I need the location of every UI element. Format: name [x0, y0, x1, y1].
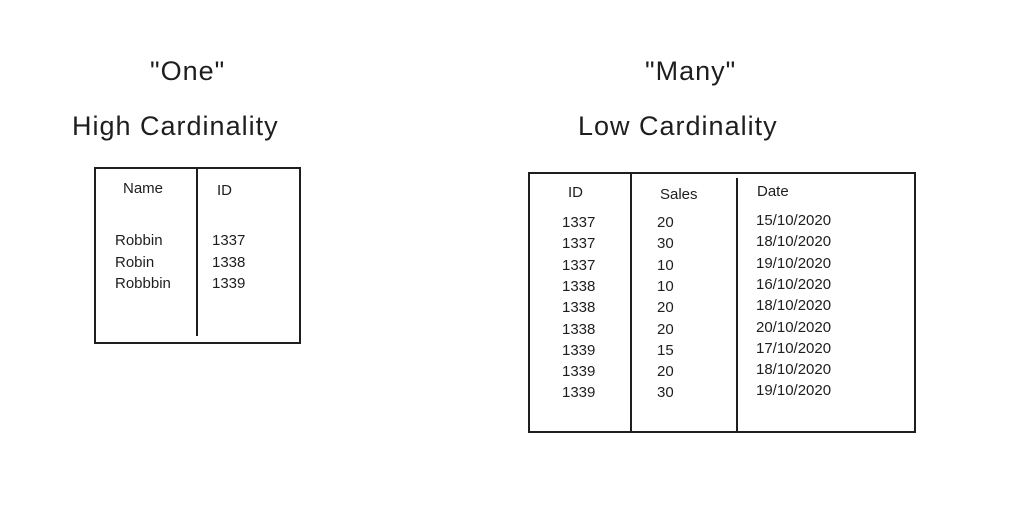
sales-cell: 15	[657, 341, 674, 359]
id-cell: 1339	[212, 275, 246, 292]
date-cell: 19/10/2020	[756, 382, 832, 400]
high-cardinality-label: High Cardinality	[72, 111, 279, 141]
table-header: Name	[123, 180, 164, 197]
id-cell: 1339	[562, 341, 596, 359]
table-header: ID	[568, 184, 583, 201]
sales-cell: 30	[657, 235, 674, 253]
one-label: "One"	[150, 56, 226, 86]
id-cell: 1338	[212, 253, 246, 271]
name-cell: Robin	[115, 253, 155, 271]
low-cardinality-label: Low Cardinality	[578, 111, 778, 141]
many-table	[528, 172, 916, 433]
many-table-divider-2	[736, 178, 738, 433]
id-cell: 1337	[562, 214, 596, 231]
date-cell: 18/10/2020	[756, 233, 832, 251]
date-cell: 15/10/2020	[756, 212, 832, 229]
sales-cell: 30	[657, 384, 674, 402]
one-table-divider	[196, 168, 198, 336]
id-cell: 1337	[562, 235, 596, 253]
id-cell: 1338	[562, 299, 596, 317]
id-cell: 1339	[562, 384, 596, 402]
date-cell: 18/10/2020	[756, 361, 832, 379]
date-cell: 17/10/2020	[756, 339, 832, 357]
date-cell: 20/10/2020	[756, 318, 832, 336]
sales-cell: 10	[657, 256, 674, 274]
sales-cell: 20	[657, 320, 674, 338]
id-cell: 1338	[562, 277, 596, 295]
id-cell: 1337	[212, 232, 246, 249]
name-cell: Robbbin	[115, 275, 171, 292]
many-label: "Many"	[645, 56, 737, 86]
sales-cell: 10	[657, 277, 674, 295]
name-cell: Robbin	[115, 232, 163, 249]
sales-cell: 20	[657, 363, 674, 381]
table-header: ID	[217, 182, 232, 199]
sales-cell: 20	[657, 299, 674, 317]
many-table-divider-1	[630, 173, 632, 432]
date-cell: 18/10/2020	[756, 297, 832, 315]
date-cell: 19/10/2020	[756, 254, 832, 272]
id-cell: 1337	[562, 256, 596, 274]
id-cell: 1339	[562, 363, 596, 381]
table-header: Date	[757, 183, 789, 200]
sales-cell: 20	[657, 214, 674, 231]
table-header: Sales	[660, 186, 698, 203]
date-cell: 16/10/2020	[756, 275, 832, 293]
id-cell: 1338	[562, 320, 596, 338]
